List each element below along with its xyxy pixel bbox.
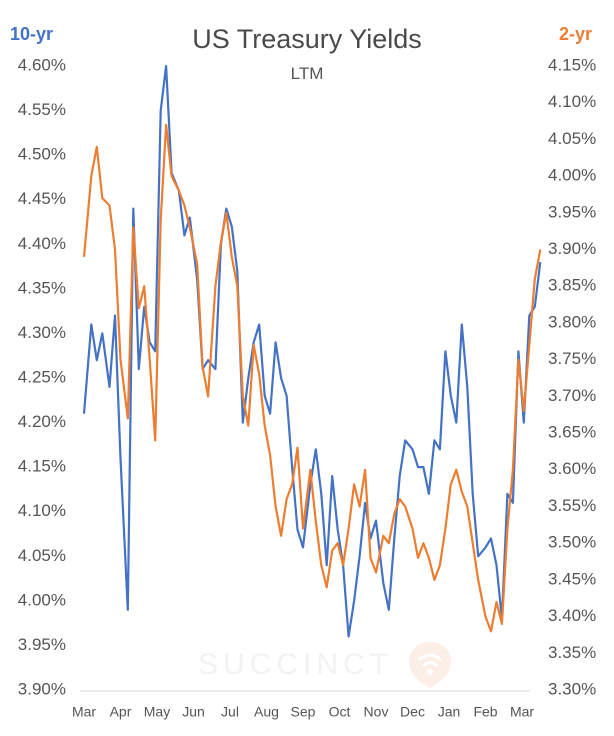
- x-axis-tick-label: Jun: [182, 704, 205, 720]
- right-axis-tick-label: 3.45%: [548, 569, 596, 588]
- right-axis-tick-label: 3.50%: [548, 533, 596, 552]
- x-axis-tick-label: Apr: [110, 704, 132, 720]
- x-axis-tick-label: May: [144, 704, 170, 720]
- right-axis-tick-label: 4.15%: [548, 55, 596, 74]
- watermark-text: SUCCINCT: [198, 648, 393, 681]
- right-axis-ticks: 4.15% 4.10% 4.05% 4.00% 3.95% 3.90% 3.85% 3.80%…: [548, 55, 596, 698]
- watermark: SUCCINCT: [198, 640, 453, 690]
- chart-subtitle: LTM: [290, 64, 324, 83]
- right-axis-tick-label: 3.80%: [548, 312, 596, 331]
- left-axis-tick-label: 4.20%: [18, 412, 66, 431]
- x-axis-ticks: Mar Apr May Jun Jul Aug Sep Oct Nov Dec Jan Feb Mar: [72, 704, 534, 720]
- left-axis-series-label: 10-yr: [10, 24, 54, 44]
- left-axis-tick-label: 4.60%: [18, 55, 66, 74]
- left-axis-tick-label: 3.95%: [18, 635, 66, 654]
- x-axis-tick-label: Sep: [291, 704, 316, 720]
- right-axis-tick-label: 3.60%: [548, 459, 596, 478]
- right-axis-tick-label: 3.85%: [548, 276, 596, 295]
- left-axis-tick-label: 4.10%: [18, 501, 66, 520]
- x-axis-tick-label: Feb: [473, 704, 497, 720]
- left-axis-tick-label: 4.00%: [18, 590, 66, 609]
- right-axis-tick-label: 4.10%: [548, 92, 596, 111]
- x-axis-tick-label: Jul: [221, 704, 239, 720]
- x-axis-tick-label: Oct: [329, 704, 351, 720]
- left-axis-tick-label: 4.55%: [18, 100, 66, 119]
- series-layer: [82, 64, 542, 638]
- x-axis-tick-label: Mar: [72, 704, 96, 720]
- x-axis-tick-label: Dec: [400, 704, 425, 720]
- chart-title: US Treasury Yields: [192, 24, 422, 54]
- left-axis-tick-label: 3.90%: [18, 679, 66, 698]
- left-axis-tick-label: 4.30%: [18, 323, 66, 342]
- series-line-2-yr: [82, 123, 542, 633]
- right-axis-tick-label: 3.30%: [548, 679, 596, 698]
- right-axis-tick-label: 4.00%: [548, 166, 596, 185]
- x-axis-tick-label: Mar: [510, 704, 534, 720]
- watermark-logo-icon: [409, 642, 451, 688]
- right-axis-series-label: 2-yr: [558, 24, 592, 44]
- right-axis-tick-label: 3.75%: [548, 349, 596, 368]
- right-axis-tick-label: 4.05%: [548, 129, 596, 148]
- x-axis-tick-label: Jan: [438, 704, 461, 720]
- x-axis-tick-label: Nov: [364, 704, 389, 720]
- right-axis-tick-label: 3.90%: [548, 239, 596, 258]
- left-axis-tick-label: 4.25%: [18, 367, 66, 386]
- right-axis-tick-label: 3.65%: [548, 423, 596, 442]
- right-axis-tick-label: 3.70%: [548, 386, 596, 405]
- left-axis-tick-label: 4.45%: [18, 189, 66, 208]
- left-axis-ticks: 4.60% 4.55% 4.50% 4.45% 4.40% 4.35% 4.30% 4.25%…: [18, 55, 66, 698]
- left-axis-tick-label: 4.50%: [18, 145, 66, 164]
- right-axis-tick-label: 3.40%: [548, 606, 596, 625]
- right-axis-tick-label: 3.95%: [548, 202, 596, 221]
- left-axis-tick-label: 4.40%: [18, 234, 66, 253]
- series-line-10-yr: [82, 64, 542, 638]
- left-axis-tick-label: 4.35%: [18, 278, 66, 297]
- left-axis-tick-label: 4.15%: [18, 457, 66, 476]
- left-axis-tick-label: 4.05%: [18, 546, 66, 565]
- right-axis-tick-label: 3.35%: [548, 643, 596, 662]
- right-axis-tick-label: 3.55%: [548, 496, 596, 515]
- x-axis-tick-label: Aug: [254, 704, 279, 720]
